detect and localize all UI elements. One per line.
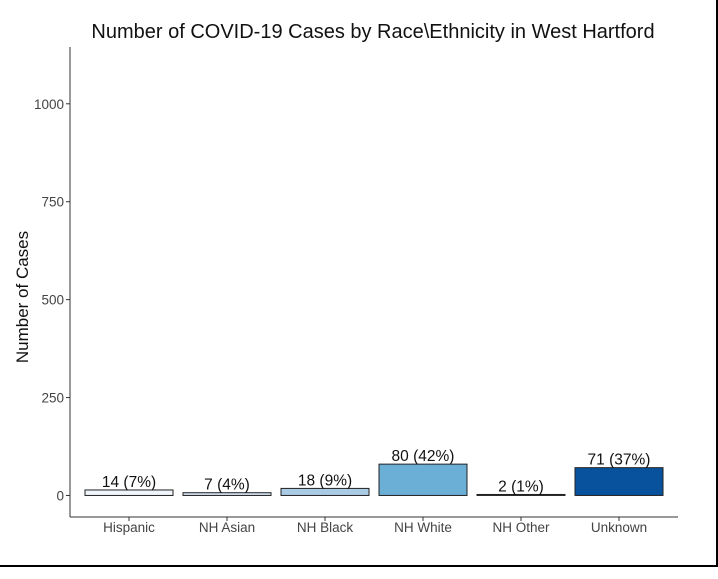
data-label: 2 (1%)	[498, 478, 544, 495]
chart-frame: Number of COVID-19 Cases by Race\Ethnici…	[0, 0, 718, 567]
y-tick-label: 750	[41, 195, 64, 210]
data-label: 80 (42%)	[392, 448, 455, 465]
y-tick-label: 0	[56, 488, 64, 503]
data-label: 14 (7%)	[102, 474, 156, 491]
chart-title: Number of COVID-19 Cases by Race\Ethnici…	[91, 21, 654, 43]
y-tick-label: 1000	[34, 97, 64, 112]
data-label: 18 (9%)	[298, 472, 352, 489]
x-tick-label: NH Black	[297, 520, 354, 535]
bar-unknown	[574, 467, 664, 496]
x-tick-label: NH Asian	[199, 520, 255, 535]
x-tick-label: Hispanic	[103, 520, 155, 535]
x-tick-label: NH Other	[492, 520, 550, 535]
data-label: 71 (37%)	[588, 452, 651, 469]
bar-hispanic	[84, 489, 174, 496]
y-tick-label: 250	[41, 391, 64, 406]
bar-nh-white	[378, 463, 468, 496]
x-tick-label: Unknown	[591, 520, 647, 535]
y-axis-label: Number of Cases	[13, 231, 32, 363]
data-label: 7 (4%)	[204, 477, 250, 494]
bar-nh-asian	[182, 492, 272, 496]
x-tick-label: NH White	[394, 520, 452, 535]
bar-chart: Number of COVID-19 Cases by Race\Ethnici…	[13, 21, 678, 535]
y-tick-label: 500	[41, 293, 64, 308]
bar-nh-black	[280, 487, 370, 496]
bar-nh-other	[476, 493, 566, 496]
